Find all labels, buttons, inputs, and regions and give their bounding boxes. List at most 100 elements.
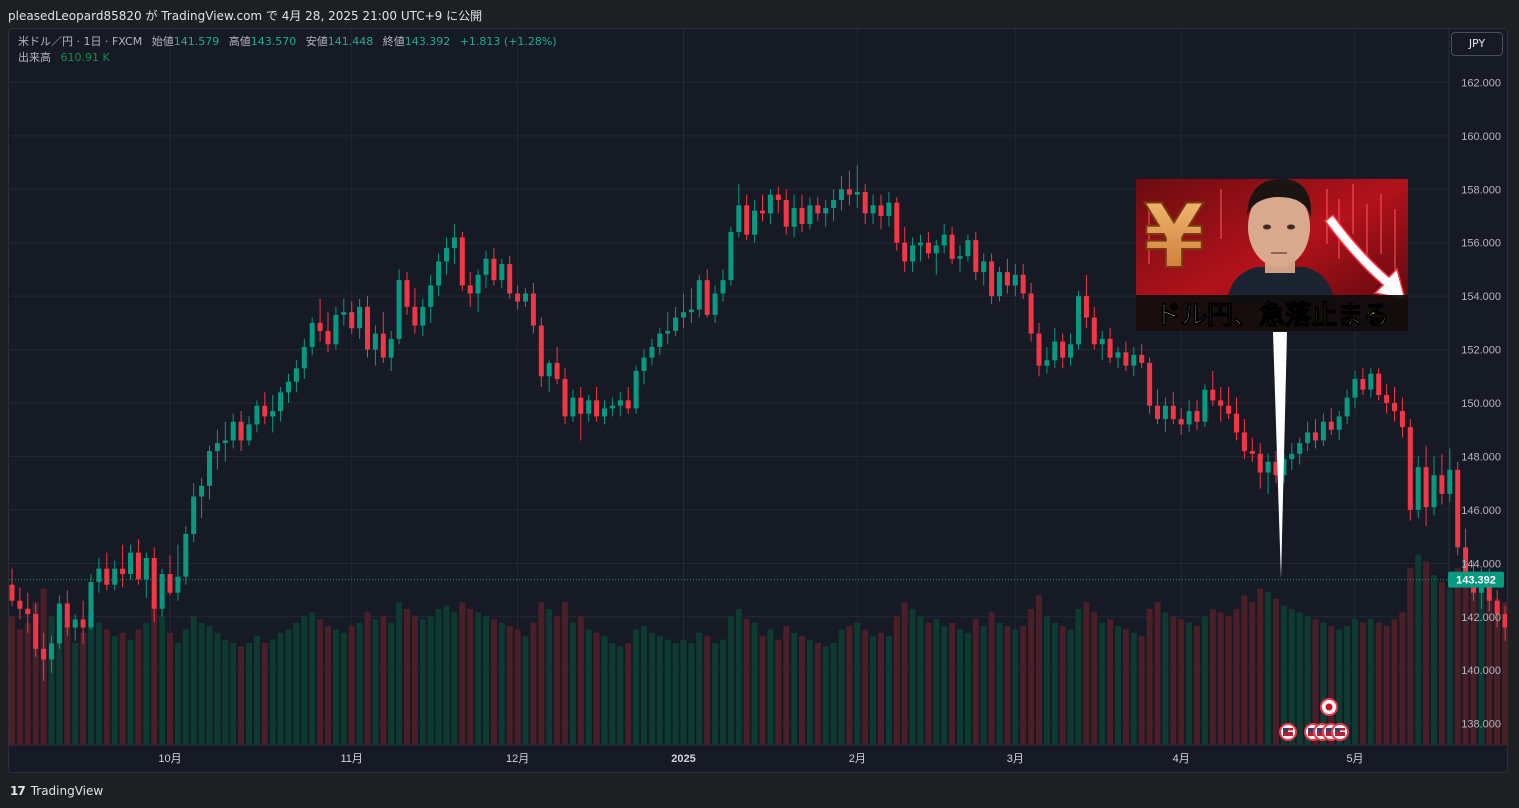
candle-body [143,557,149,580]
volume-bar [435,609,442,745]
candle-body [317,322,323,331]
legend-symbol[interactable]: 米ドル／円 · 1日 · FXCM [18,35,143,48]
candle-body [839,189,844,200]
volume-bar [103,629,110,745]
candle-body [720,280,726,294]
volume-bar [846,626,853,745]
volume-bar [1201,615,1208,745]
volume-bar [1043,615,1050,745]
candle-body [286,381,291,393]
volume-bar [135,629,142,745]
candle-body [957,256,963,259]
volume-bar [475,612,482,745]
volume-bar [925,622,932,745]
candle-body [507,264,513,294]
volume-bar [964,632,971,745]
currency-button[interactable]: JPY [1451,32,1503,56]
time-axis[interactable]: 10月 11月 12月 2025 2月 3月 4月 5月 [158,753,1363,765]
volume-bar [396,602,403,745]
volume-bar [593,632,600,745]
volume-bar [704,636,711,745]
candle-body [238,421,244,441]
volume-bar [24,622,31,745]
volume-bar [830,643,837,745]
candle-body [1044,360,1050,366]
volume-bar [1359,622,1366,745]
time-tick-label: 2025 [671,753,695,765]
volume-bar [1217,612,1224,745]
candle-body [412,306,418,326]
volume-bar [143,622,150,745]
candle-body [436,261,442,286]
candle-body [1328,421,1334,430]
time-tick-label: 11月 [340,753,362,765]
volume-bar [957,629,963,745]
chart-legend: 米ドル／円 · 1日 · FXCM 始値141.579 高値143.570 安値… [18,34,557,66]
chart-canvas[interactable]: 138.000 140.000 142.000 144.000 146.000 148.0… [9,29,1507,772]
candle-body [325,330,331,345]
price-tick-label: 140.000 [1461,665,1501,677]
legend-volume-value: 610.91 K [60,51,110,64]
candle-body [278,392,284,412]
price-tick-label: 142.000 [1461,612,1501,624]
legend-volume-label[interactable]: 出来高 [18,51,51,64]
volume-bar [1502,602,1507,745]
volume-bar [617,646,624,745]
volume-bar [1288,609,1295,745]
economic-events[interactable] [1279,698,1349,741]
candle-body [775,194,781,200]
volume-bar [1099,622,1106,745]
event-us-flag-icon[interactable] [1279,723,1297,741]
volume-bar [1438,581,1445,745]
price-axis[interactable]: 138.000 140.000 142.000 144.000 146.000 148.0… [1461,77,1501,730]
event-jp-flag-icon[interactable] [1320,698,1338,716]
candle-body [586,400,592,414]
candle-body [1036,333,1042,366]
candle-body [981,261,987,273]
volume-bar [1051,622,1058,745]
volume-bar [80,632,87,745]
candle-body [609,405,615,409]
candle-body [309,322,315,347]
volume-bar [317,619,324,745]
us-flag-canton [1283,728,1288,732]
volume-bar [119,632,126,745]
volume-bar [32,602,39,745]
candle-body [9,584,15,601]
candle-body [1289,453,1295,460]
candle-body [1068,344,1074,358]
candle-body [33,614,39,649]
volume-bar [696,632,703,745]
candle-body [41,648,47,660]
candle-body [1162,405,1168,420]
volume-bar [822,646,829,745]
volume-bar [72,643,79,745]
candle-body [207,451,212,486]
candle-body [1194,411,1200,422]
candle-body [1297,443,1303,454]
candle-body [1360,378,1366,390]
legend-ohlc-line: 米ドル／円 · 1日 · FXCM 始値141.579 高値143.570 安値… [18,34,557,50]
volume-bar [1470,581,1477,745]
candle-body [602,408,607,417]
volume-bar [988,612,995,745]
volume-bars [9,554,1507,745]
volume-bar [9,615,15,745]
volume-bar [127,639,134,745]
event-us-flag-icon[interactable] [1331,723,1349,741]
volume-bar [285,629,292,745]
volume-bar [1122,629,1129,745]
tradingview-brand[interactable]: 17 TradingView [10,784,103,798]
chart-frame[interactable]: 138.000 140.000 142.000 144.000 146.000 148.0… [8,28,1508,773]
caption-yellow: 急落止まる [1259,301,1389,331]
candle-body [815,205,821,214]
candle-body [1423,467,1429,508]
volume-bar [1383,626,1390,745]
candle-body [1352,378,1358,398]
volume-bar [214,632,221,745]
volume-bar [562,602,568,745]
top-bar: pleasedLeopard85820 が TradingView.com で … [0,0,1519,28]
candle-body [293,368,299,382]
volume-bar [506,626,513,745]
volume-bar [870,636,877,745]
